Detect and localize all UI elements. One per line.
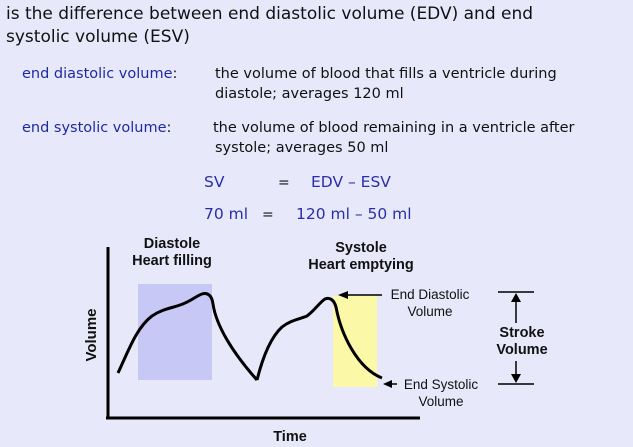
equation-row-2-right: 120 ml – 50 ml xyxy=(296,205,412,223)
edv-term: end diastolic volume: xyxy=(22,64,177,84)
systole-shaded-region xyxy=(333,296,377,387)
intro-line-1: is the difference between end diastolic … xyxy=(6,4,534,24)
esv-label: End Systolic Volume xyxy=(394,376,488,410)
diastole-shaded-region xyxy=(138,284,212,380)
equation-row-2-left: 70 ml xyxy=(204,205,249,223)
equation-row-1-left: SV xyxy=(204,173,225,191)
esv-term: end systolic volume: xyxy=(22,118,171,138)
edv-label: End Diastolic Volume xyxy=(380,286,480,320)
y-axis-label: Volume xyxy=(83,308,100,361)
systole-label-line-1: Systole xyxy=(335,240,387,256)
x-axis-label: Time xyxy=(273,429,307,445)
edv-definition-line-2: diastole; averages 120 ml xyxy=(215,86,404,102)
edv-label-line-2: Volume xyxy=(407,304,453,319)
esv-term-text: end systolic volume xyxy=(22,120,167,136)
stroke-volume-label-line-1: Stroke xyxy=(499,325,545,341)
diastole-label-line-2: Heart filling xyxy=(132,253,212,269)
esv-definition-line-2: systole; averages 50 ml xyxy=(215,140,389,156)
stroke-volume-label-line-2: Volume xyxy=(496,342,548,358)
systole-label-line-2: Heart emptying xyxy=(308,257,414,273)
volume-curve-cycle-1 xyxy=(116,292,259,381)
equation-row-2-equals: = xyxy=(262,207,274,223)
diastole-label-line-1: Diastole xyxy=(143,236,201,252)
edv-label-line-1: End Diastolic xyxy=(390,287,470,302)
diastole-label: Diastole Heart filling xyxy=(112,236,232,270)
edv-pointer-arrowhead xyxy=(338,291,348,299)
esv-label-line-2: Volume xyxy=(418,394,464,409)
systole-label: Systole Heart emptying xyxy=(286,240,436,274)
esv-label-line-1: End Systolic xyxy=(403,377,479,392)
intro-line-2: systolic volume (ESV) xyxy=(6,27,190,47)
esv-term-colon: : xyxy=(166,120,172,136)
esv-definition-line-1: the volume of blood remaining in a ventr… xyxy=(213,120,575,136)
edv-definition-line-1: the volume of blood that fills a ventric… xyxy=(215,66,557,82)
volume-curve-cycle-2 xyxy=(255,296,383,381)
esv-pointer-arrowhead xyxy=(383,380,392,388)
stroke-volume-up-arrowhead xyxy=(511,293,521,302)
edv-term-colon: : xyxy=(172,66,178,82)
equation-row-1-right: EDV – ESV xyxy=(311,173,391,191)
stroke-volume-label: Stroke Volume xyxy=(482,325,562,359)
equation-row-1-equals: = xyxy=(278,175,290,191)
stroke-volume-down-arrowhead xyxy=(511,374,521,383)
edv-term-text: end diastolic volume xyxy=(22,66,173,82)
